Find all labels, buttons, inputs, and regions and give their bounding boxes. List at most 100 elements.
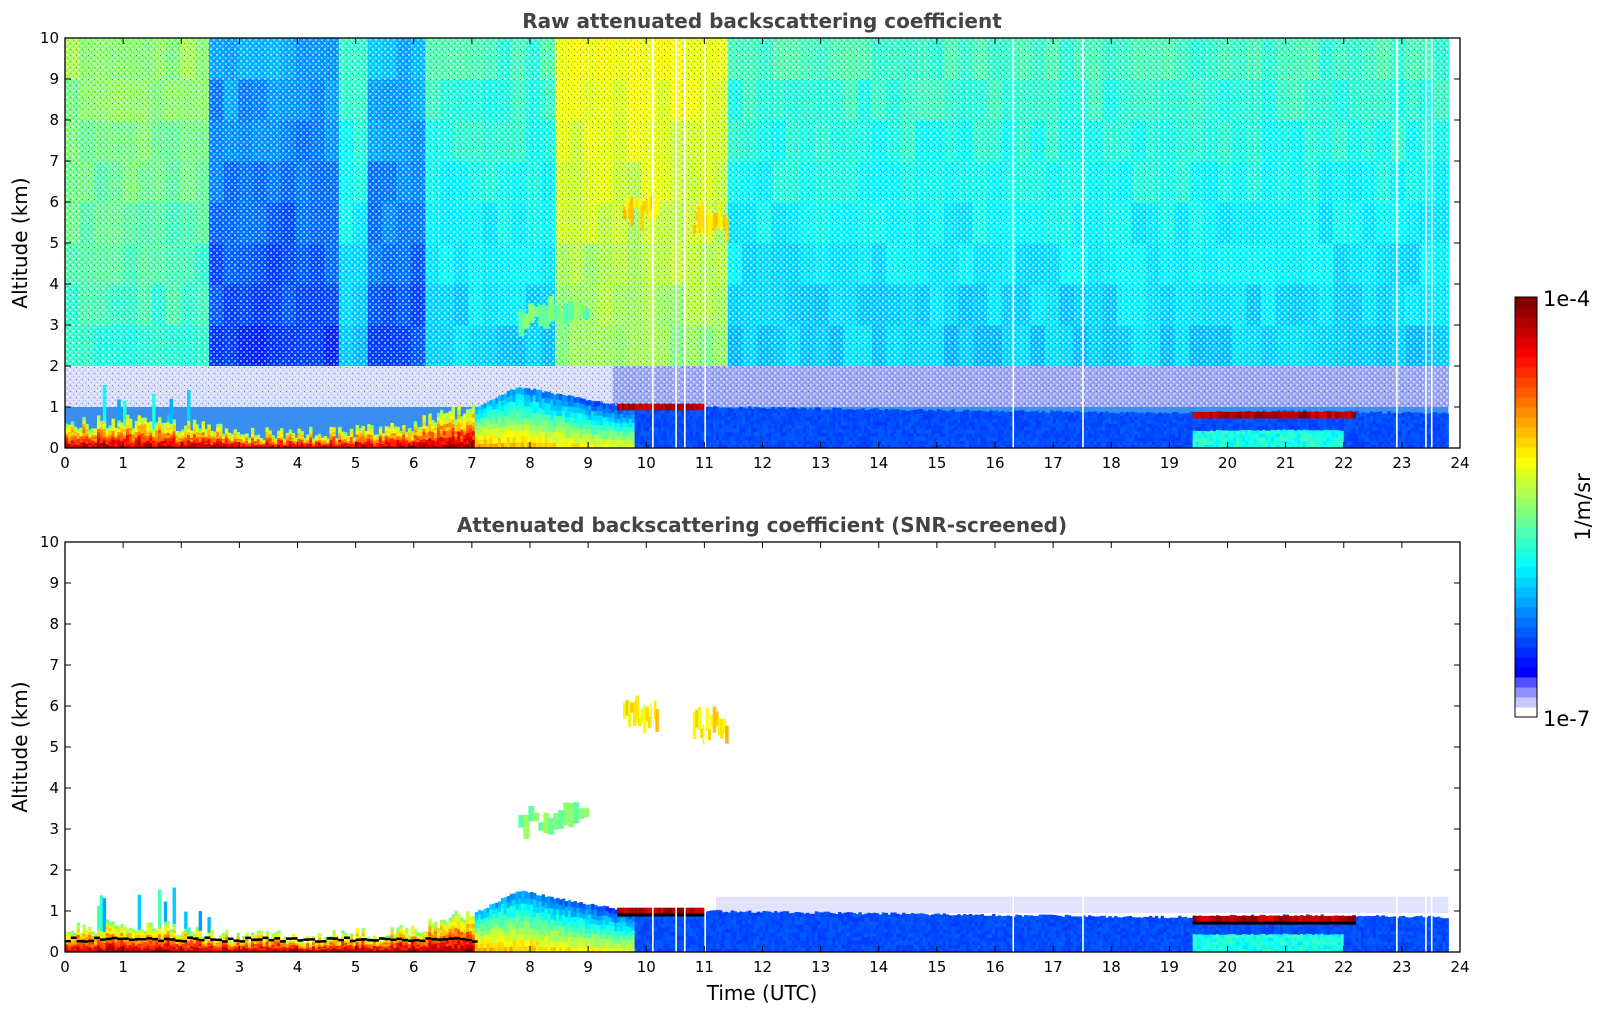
backscatter-cell [303,443,307,445]
backscatter-cell [367,438,371,442]
backscatter-cell [1230,437,1234,442]
backscatter-cell [248,439,252,442]
backscatter-cell [1125,422,1130,427]
backscatter-cell [146,442,150,446]
backscatter-cell [285,441,290,444]
backscatter-cell [538,389,543,397]
backscatter-cell [1064,433,1069,438]
backscatter-cell [654,439,659,445]
backscatter-cell [721,443,726,448]
backscatter-cell [716,419,720,424]
backscatter-cell [361,432,365,436]
backscatter-cell [1076,436,1080,442]
backscatter-cell [163,425,168,429]
backscatter-cell [416,441,421,445]
backscatter-cell [1207,430,1211,435]
backscatter-cell [428,434,432,439]
backscatter-cell [65,435,69,439]
backscatter-cell [588,443,592,448]
backscatter-cell [370,427,374,431]
backscatter-cell [599,443,604,448]
backscatter-cell [1181,427,1185,432]
backscatter-cell [375,436,380,439]
backscatter-cell [245,442,249,445]
backscatter-cell [140,441,144,446]
backscatter-cell [370,436,374,440]
backscatter-cell [486,434,490,440]
backscatter-cell [506,396,511,403]
backscatter-cell [96,415,101,420]
backscatter-cell [838,416,842,421]
backscatter-cell [1067,426,1072,431]
backscatter-cell [192,445,197,448]
backscatter-cell [774,412,778,418]
backscatter-cell [1000,444,1005,448]
backscatter-cell [925,433,929,438]
backscatter-cell [1076,411,1080,416]
backscatter-cell [1111,423,1115,428]
backscatter-cell [370,432,374,435]
backscatter-cell [753,443,758,448]
backscatter-cell [134,428,139,433]
backscatter-cell [745,436,749,441]
backscatter-cell [1157,433,1162,438]
backscatter-cell [899,410,903,415]
backscatter-cell [686,439,691,445]
backscatter-cell [355,443,360,447]
backscatter-cell [957,433,961,438]
backscatter-cell [1105,418,1109,423]
backscatter-cell [1227,433,1231,438]
backscatter-cell [172,427,176,432]
backscatter-cell [1256,436,1260,442]
backscatter-cell [506,408,511,415]
backscatter-cell [137,444,142,448]
backscatter-cell [477,427,482,432]
backscatter-cell [178,437,182,441]
backscatter-cell [489,419,493,425]
backscatter-cell [172,433,176,438]
backscatter-cell [82,438,86,443]
backscatter-cell [445,416,450,421]
backscatter-cell [396,433,400,436]
backscatter-cell [213,436,217,439]
backscatter-cell [652,435,656,441]
backscatter-cell [1224,429,1228,435]
backscatter-cell [1003,430,1008,435]
backscatter-cell [317,440,322,443]
backscatter-cell [495,443,499,448]
backscatter-cell [1143,430,1147,435]
backscatter-cell [564,406,569,413]
backscatter-cell [442,413,447,418]
backscatter-cell [556,415,560,422]
backscatter-cell [579,423,583,429]
backscatter-cell [559,415,563,422]
backscatter-cell [230,443,235,446]
backscatter-cell [1137,420,1141,425]
backscatter-cell [1070,433,1074,438]
backscatter-cell [442,430,447,435]
backscatter-cell [300,436,304,439]
backscatter-cell [553,415,557,422]
backscatter-cell [381,436,386,439]
backscatter-cell [285,440,290,443]
backscatter-cell [1070,440,1074,445]
backscatter-cell [867,413,871,419]
backscatter-cell [268,437,272,440]
backscatter-cell [829,432,833,438]
backscatter-cell [1076,425,1080,431]
backscatter-cell [509,418,514,426]
backscatter-cell [1012,414,1016,419]
backscatter-cell [692,418,697,424]
backscatter-cell [1035,410,1040,416]
backscatter-cell [878,410,883,415]
backscatter-cell [535,436,540,443]
backscatter-cell [416,433,421,436]
backscatter-cell [849,413,854,418]
backscatter-cell [195,426,200,430]
backscatter-cell [1006,411,1011,416]
backscatter-cell [1207,434,1211,439]
backscatter-cell [216,433,220,437]
backscatter-cell [1056,410,1060,416]
backscatter-cell [995,436,999,441]
backscatter-cell [1035,421,1040,427]
